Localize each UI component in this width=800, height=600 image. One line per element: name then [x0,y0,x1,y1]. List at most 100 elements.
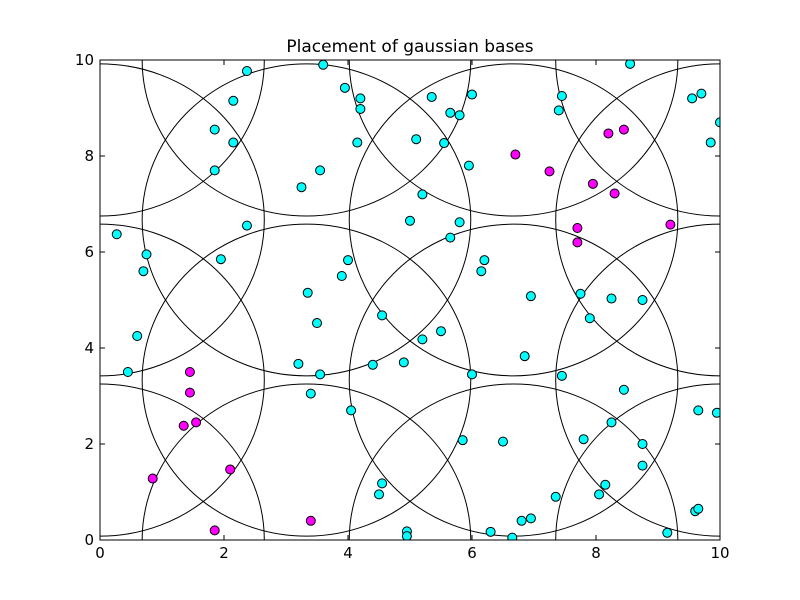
point-0-51 [485,526,496,537]
point-0-22 [343,255,353,266]
point-0-69 [618,384,629,395]
axes: 0 2 4 6 8 10 0 2 4 6 8 10 [75,51,730,562]
x-tick-label-5: 10 [710,544,729,562]
point-0-17 [315,165,326,176]
point-0-71 [637,295,648,305]
point-0-5 [209,124,220,135]
point-0-45 [457,435,468,446]
basis-ellipse-8 [100,63,265,377]
point-0-40 [439,138,450,149]
point-1-16 [665,219,676,230]
point-0-79 [696,88,707,99]
x-tick-label-3: 6 [467,544,477,562]
point-0-66 [600,479,611,490]
point-0-15 [293,358,304,369]
point-0-72 [637,439,648,449]
y-tick-label-0: 0 [84,531,94,549]
point-0-44 [454,217,465,228]
point-1-6 [225,464,236,475]
point-0-33 [401,531,412,540]
basis-ellipse-13 [141,60,472,217]
point-0-0 [111,229,122,240]
basis-ellipse-4 [100,223,265,537]
point-0-30 [377,478,388,489]
basis-ellipse-14 [348,60,679,217]
point-0-13 [302,287,313,298]
point-0-61 [556,370,567,381]
point-0-3 [141,249,152,260]
point-1-2 [184,367,195,377]
point-1-12 [587,178,598,189]
point-1-14 [609,188,620,199]
point-1-5 [209,525,220,536]
point-0-35 [411,134,422,145]
point-0-12 [296,182,307,193]
point-0-28 [377,310,388,321]
point-0-52 [498,436,508,447]
series-1 [147,124,676,536]
point-1-3 [184,387,195,398]
point-0-10 [241,66,252,77]
point-0-59 [556,91,567,101]
point-0-41 [445,107,456,118]
point-0-57 [525,513,536,524]
point-1-1 [178,420,189,431]
point-0-56 [525,291,536,302]
plot-frame [99,59,721,541]
point-1-13 [603,128,614,139]
point-0-49 [476,266,487,277]
point-1-8 [510,149,521,160]
series-0 [111,60,720,540]
point-0-18 [315,369,326,380]
basis-ellipse-5 [141,223,472,537]
point-0-58 [553,105,564,116]
point-1-0 [147,473,158,484]
point-0-55 [519,351,530,362]
point-0-65 [594,489,605,500]
point-0-67 [606,293,617,304]
point-1-9 [544,166,555,177]
point-1-10 [572,223,583,233]
x-tick-label-2: 4 [343,544,353,562]
point-0-54 [516,515,527,526]
point-0-4 [138,266,149,277]
point-0-9 [228,137,239,148]
point-0-38 [426,91,437,102]
point-0-78 [693,405,704,416]
basis-ellipse-10 [348,63,679,377]
point-0-24 [352,137,363,148]
point-0-21 [339,82,350,93]
y-tick-label-3: 6 [84,243,94,261]
point-0-6 [209,165,220,176]
point-0-81 [711,407,720,418]
point-0-77 [693,503,704,514]
point-0-16 [312,318,322,329]
point-0-11 [241,220,252,231]
data-points [111,60,720,540]
basis-ellipse-1 [141,383,472,540]
y-tick-label-1: 2 [84,435,94,453]
point-0-14 [305,388,316,399]
x-tick-label-1: 2 [219,544,229,562]
basis-ellipse-2 [348,383,679,540]
point-0-27 [367,359,378,370]
point-0-74 [662,527,673,538]
point-1-4 [191,417,202,428]
point-0-50 [479,255,490,266]
basis-ellipse-11 [555,63,720,377]
point-0-26 [355,103,366,114]
point-0-23 [346,405,357,416]
point-0-48 [467,369,477,380]
basis-ellipse-7 [555,223,720,537]
point-1-15 [618,124,629,135]
point-0-46 [463,160,474,171]
point-0-36 [417,189,428,200]
point-1-7 [305,515,316,526]
y-tick-label-5: 10 [75,51,94,69]
chart-title: Placement of gaussian bases [286,37,533,57]
point-1-11 [572,237,583,248]
point-0-60 [550,491,561,502]
x-tick-label-0: 0 [95,544,105,562]
point-0-37 [417,334,428,345]
x-tick-label-4: 8 [591,544,601,562]
